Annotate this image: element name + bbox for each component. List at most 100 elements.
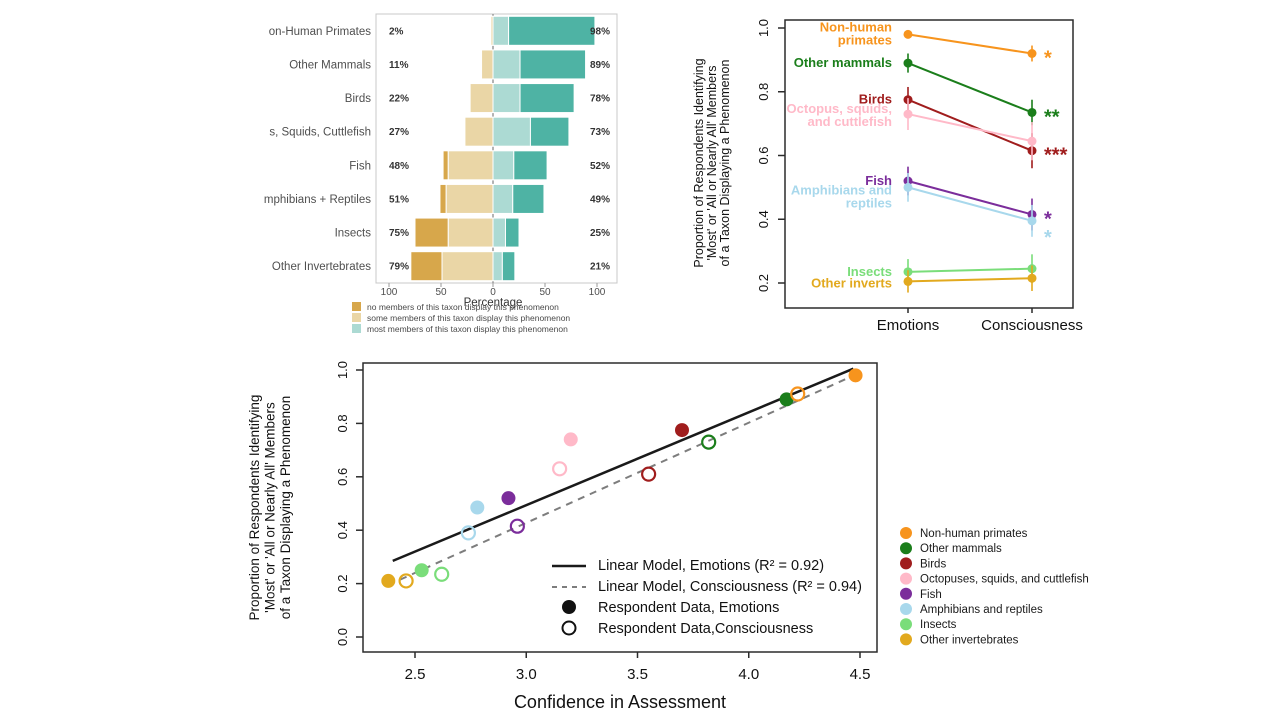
significance-stars: * [1044,48,1052,70]
taxa-legend-label: Octopuses, squids, and cuttlefish [920,574,1089,586]
x-tick-label: 4.5 [850,666,871,683]
x-axis-title: Confidence in Assessment [514,692,726,712]
inplot-legend-label: Respondent Data, Emotions [598,600,779,616]
y-tick-label: 0.2 [335,575,350,593]
bar-segment [519,49,587,80]
right-percent-label: 78% [590,94,610,105]
panel-scatter: 2.5 3.0 3.5 4.0 4.5 0.0 0.2 0.4 0.6 0.8 1.0 Confide… [247,361,1089,712]
row-label: Fish [349,160,371,172]
bar-segment [512,183,545,214]
bar-segment [492,217,506,248]
x-category-label: Consciousness [981,317,1083,334]
y-axis-title-line: of a Taxon Displaying a Phenomenon [278,396,293,619]
scatter-point-emotions [381,573,396,588]
inplot-legend-label: Linear Model, Emotions (R² = 0.92) [598,558,824,574]
taxa-legend-dot [900,527,912,539]
bar-segment [464,116,494,147]
bar-segment [519,83,575,114]
series-line [907,62,1033,114]
right-percent-label: 89% [590,60,610,71]
row-label: s, Squids, Cuttlefish [269,127,371,139]
bar-segment [447,150,494,181]
bar-segment [492,251,503,282]
y-tick-label: 1.0 [756,19,771,37]
taxa-legend-label: Other invertebrates [920,634,1019,646]
series-label-line: and cuttlefish [807,114,892,129]
left-percent-label: 11% [389,60,409,71]
scatter-point-consciousness [460,525,476,541]
x-tick-label: 4.0 [738,666,759,683]
scatter-point-emotions [675,423,689,438]
y-axis-title-line: 'Most' or 'All or Nearly All' Members [705,65,719,260]
y-axis-title-line: Proportion of Respondents Identifying [692,58,706,267]
x-tick-label: 2.5 [405,666,426,683]
bar-segment [492,15,510,46]
y-tick-label: 0.8 [756,83,771,101]
series-point-consciousness [1027,49,1037,58]
taxa-legend-dot [900,618,912,631]
y-tick-label: 0.4 [756,210,771,228]
inplot-legend-label: Respondent Data,Consciousness [598,621,813,637]
bar-segment [447,217,494,248]
taxa-legend-dot [900,587,912,600]
panel-likert-bars: on-Human Primates 2% 98% Other Mammals 11% 89… [264,13,618,334]
bar-segment [445,183,494,214]
plot-frame [784,19,1074,309]
bar-segment [492,183,514,214]
row-label: Other Invertebrates [272,261,371,273]
right-percent-label: 73% [590,127,610,138]
series-line [907,113,1033,143]
bar-segment [513,150,548,181]
bar-segment [439,183,447,214]
legend-dot-open [561,620,577,636]
scatter-point-emotions [848,368,863,383]
series-point-consciousness [1027,273,1037,283]
series-point-emotions [903,182,913,192]
series-label-line: reptiles [846,195,892,210]
x-axis-title: Percentage [464,297,523,309]
scatter-point-emotions [501,491,516,506]
left-percent-label: 51% [389,194,409,205]
significance-stars: * [1044,227,1052,249]
x-category-label: Emotions [877,317,940,334]
bar-segment [410,251,443,282]
series-label-line: primates [838,32,892,47]
series-line [907,186,1033,222]
series-label-line: Birds [859,92,892,107]
taxa-legend-dot [900,572,912,585]
left-percent-label: 48% [389,161,409,172]
row-label: Insects [335,228,372,240]
left-percent-label: 75% [389,228,409,239]
bar-segment [442,150,449,181]
taxa-legend-label: Non-human primates [920,528,1028,540]
legend-swatch [352,313,361,322]
y-tick-label: 0.2 [756,274,771,292]
significance-stars: *** [1044,145,1068,167]
bar-segment [481,49,494,80]
taxa-legend-label: Birds [920,558,946,570]
scatter-point-emotions [414,563,429,578]
bar-segment [501,251,516,282]
series-label-line: Amphibians and [791,182,892,197]
scatter-point-consciousness [641,466,657,482]
scatter-point-emotions [470,500,485,515]
regression-line-solid [392,367,854,563]
legend-label: some members of this taxon display this … [367,313,570,323]
bar-segment [492,83,521,114]
y-tick-label: 0.0 [335,628,350,646]
row-label: mphibians + Reptiles [264,194,371,206]
scatter-point-consciousness [701,434,717,450]
taxa-legend-dot [900,603,912,615]
taxa-legend-label: Insects [920,619,957,631]
series-label-line: Other mammals [794,55,892,70]
series-label-line: Other inverts [811,275,892,290]
regression-line-dashed [387,371,861,586]
left-percent-label: 79% [389,262,409,273]
bar-segment [492,49,521,80]
left-percent-label: 27% [389,127,409,138]
series-point-emotions [903,276,913,286]
significance-stars: ** [1044,106,1060,128]
left-percent-label: 2% [389,26,404,37]
